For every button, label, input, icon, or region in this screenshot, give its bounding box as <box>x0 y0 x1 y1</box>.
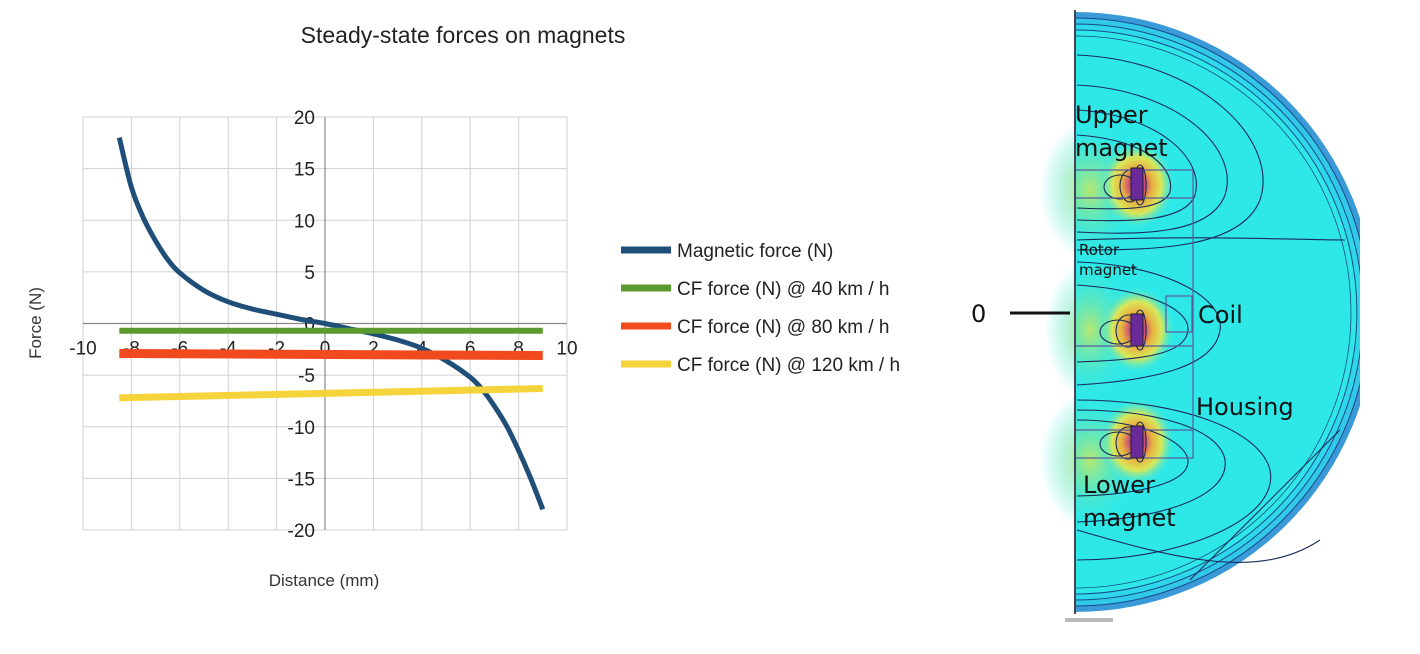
x-tick-label: 2 <box>368 339 379 360</box>
y-tick-label: 5 <box>304 263 315 284</box>
label-lower-magnet-line2: magnet <box>1083 504 1176 532</box>
label-lower-magnet-line1: Lower <box>1083 471 1155 499</box>
y-tick-label: 15 <box>294 160 315 181</box>
y-tick-label: -5 <box>298 366 315 387</box>
chart-series <box>116 137 546 511</box>
rotor-magnet <box>1130 313 1144 347</box>
magnet-field-diagram: 0 Upper magnet Rotor magnet Coil Housing… <box>971 10 1360 622</box>
label-coil: Coil <box>1198 301 1243 329</box>
force-chart: Steady-state forces on magnets -10 -8 -6 -4… <box>26 22 900 590</box>
x-tick-label: 0 <box>320 339 331 360</box>
series-line-1 <box>116 137 546 511</box>
chart-title: Steady-state forces on magnets <box>301 22 626 48</box>
y-axis-label: Force (N) <box>26 287 45 359</box>
series-line-3 <box>119 348 543 361</box>
x-tick-label: 10 <box>556 339 577 360</box>
legend-label: CF force (N) @ 40 km / h <box>677 279 890 300</box>
x-tick-label: 8 <box>513 339 524 360</box>
legend-label: Magnetic force (N) <box>677 241 833 262</box>
lower-magnet <box>1130 425 1144 459</box>
label-housing: Housing <box>1196 393 1294 421</box>
y-tick-label: 0 <box>304 315 315 336</box>
legend-label: CF force (N) @ 120 km / h <box>677 355 900 376</box>
label-rotor-magnet-line1: Rotor <box>1079 241 1120 259</box>
x-tick-label: -10 <box>69 339 96 360</box>
scale-bar <box>1065 618 1113 622</box>
label-rotor-magnet-line2: magnet <box>1079 261 1137 279</box>
series-line-4 <box>119 385 543 402</box>
x-tick-label: 6 <box>465 339 476 360</box>
legend-label: CF force (N) @ 80 km / h <box>677 317 890 338</box>
label-upper-magnet-line2: magnet <box>1075 134 1168 162</box>
y-tick-labels: 20 15 10 5 0 -5 -10 -15 -20 <box>288 108 315 542</box>
y-tick-label: -15 <box>288 469 315 490</box>
upper-magnet <box>1130 167 1144 201</box>
y-tick-label: -10 <box>288 418 315 439</box>
x-axis-label: Distance (mm) <box>269 571 380 590</box>
y-tick-label: 10 <box>294 211 315 232</box>
zero-marker: 0 <box>971 300 986 328</box>
chart-legend: Magnetic force (N) CF force (N) @ 40 km /… <box>621 241 900 376</box>
label-upper-magnet-line1: Upper <box>1075 101 1148 129</box>
y-tick-label: -20 <box>288 521 315 542</box>
y-tick-label: 20 <box>294 108 315 129</box>
